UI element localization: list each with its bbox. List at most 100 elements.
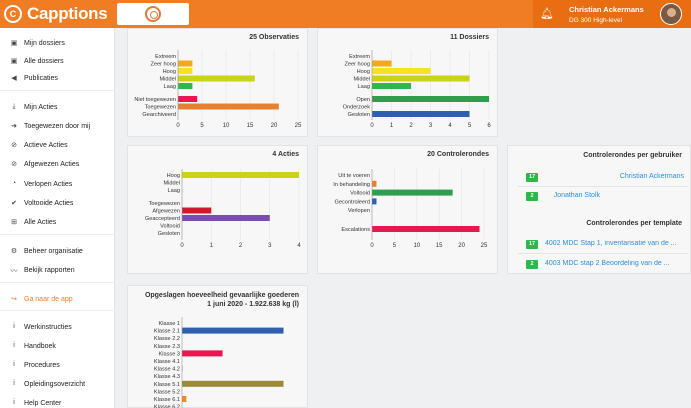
bar[interactable] <box>372 189 453 196</box>
avatar[interactable] <box>660 3 682 25</box>
sidebar-item-label: Alle Acties <box>24 219 57 226</box>
sidebar-item-label: Werkinstructies <box>24 324 72 331</box>
table-row[interactable]: 2 4003 MDC stap 2 Beoordeling van de ... <box>526 259 686 271</box>
observaties-card: 25 Observaties 0 5 10 15 20 25 Extreem Zeer hoo… <box>127 28 308 137</box>
bar[interactable] <box>182 396 187 402</box>
sidebar-item-verlopen-acties[interactable]: ◔ Verlopen Acties <box>0 177 115 193</box>
sidebar-item-publicaties[interactable]: ◀ Publicaties <box>0 71 115 87</box>
bar[interactable] <box>372 226 480 232</box>
sidebar-divider <box>0 234 115 235</box>
tick-label: 1 <box>390 123 394 129</box>
user-link[interactable]: Jonathan Stolk <box>553 192 600 199</box>
sidebar-item-alle-dossiers[interactable]: ▣ Alle dossiers <box>0 54 115 70</box>
category-label: Verlopen <box>348 208 370 214</box>
row-divider <box>518 186 688 187</box>
dossiers-card: 11 Dossiers 0 1 2 3 4 5 6 Extreem Zeer hoog Hoog M… <box>317 28 498 137</box>
tick-label: 0 <box>370 243 374 249</box>
tick-label: 5 <box>200 123 204 129</box>
tick-label: 25 <box>481 243 488 249</box>
category-label: Geaccepteerd <box>145 216 180 222</box>
count-badge: 17 <box>526 173 538 182</box>
bar[interactable] <box>372 75 470 82</box>
bar[interactable] <box>178 83 193 89</box>
bar[interactable] <box>178 68 193 74</box>
sidebar-item-voltooide-acties[interactable]: ✔ Voltooide Acties <box>0 196 115 212</box>
bar[interactable] <box>372 198 377 205</box>
brand-name[interactable]: Capptions <box>27 4 108 23</box>
user-link[interactable]: Christian Ackermans <box>619 173 684 180</box>
sidebar-item-bekijk-rapporten[interactable]: 〰 Bekijk rapporten <box>0 263 115 279</box>
sidebar-item-ga-naar-de-app[interactable]: ↪ Ga naar de app <box>0 292 115 308</box>
sidebar-item-label: Bekijk rapporten <box>24 267 75 274</box>
tick-label: 2 <box>409 123 413 129</box>
sidebar-item-werkinstructies[interactable]: i Werkinstructies <box>0 320 115 336</box>
template-link[interactable]: 4002 MDC Stap 1, inventarisatie van de .… <box>545 240 677 247</box>
sidebar-item-help-center[interactable]: i Help Center <box>0 396 115 408</box>
table-row[interactable]: 17 Christian Ackermans <box>526 172 684 184</box>
sidebar-item-label: Ga naar de app <box>24 296 73 303</box>
sidebar-item-label: Mijn Acties <box>24 104 58 111</box>
tick-label: 3 <box>429 123 433 129</box>
category-label: In behandeling <box>333 182 370 188</box>
bar[interactable] <box>372 180 377 187</box>
category-label: Hoog <box>167 173 180 179</box>
table-row[interactable]: 17 4002 MDC Stap 1, inventarisatie van d… <box>526 239 686 251</box>
bell-icon[interactable]: 🔔︎ <box>540 8 554 20</box>
sidebar-divider <box>0 310 115 311</box>
sidebar-item-label: Handboek <box>24 343 56 350</box>
bar[interactable] <box>182 207 212 214</box>
tick-label: 6 <box>487 123 491 129</box>
tick-label: 15 <box>247 123 254 129</box>
bar[interactable] <box>182 172 299 178</box>
category-label: Klasse 2.1 <box>154 329 180 335</box>
category-label: Niet toegewezen <box>134 97 176 103</box>
bar[interactable] <box>372 83 411 89</box>
category-label: Extreem <box>155 54 176 60</box>
bar[interactable] <box>182 327 284 334</box>
bar[interactable] <box>372 68 431 74</box>
briefcase-icon: ▣ <box>10 40 18 47</box>
bar[interactable] <box>372 111 470 117</box>
tick-label: 4 <box>297 243 301 249</box>
sidebar-item-procedures[interactable]: i Procedures <box>0 358 115 374</box>
sidebar-item-opleidingsoverzicht[interactable]: i Opleidingsoverzicht <box>0 377 115 393</box>
sidebar-item-toegewezen-door-mij[interactable]: ➜ Toegewezen door mij <box>0 119 115 135</box>
capptions-logo-icon[interactable]: C <box>4 5 22 23</box>
bar[interactable] <box>182 215 270 221</box>
per-user-title: Controlerondes per gebruiker <box>583 152 682 159</box>
bar[interactable] <box>182 350 223 357</box>
bar[interactable] <box>372 60 392 67</box>
gevaarlijke-goederen-card: Opgeslagen hoeveelheid gevaarlijke goede… <box>127 285 308 408</box>
client-logo <box>117 3 189 25</box>
category-label: Afgewezen <box>152 209 180 215</box>
sidebar-item-label: Alle dossiers <box>24 58 64 65</box>
controlerondes-card: 20 Controlerondes 0 5 10 15 20 25 Uit te voere… <box>317 145 498 274</box>
category-label: Klasse 4.2 <box>154 367 180 373</box>
bar[interactable] <box>182 380 284 387</box>
count-badge: 17 <box>526 240 538 249</box>
bar[interactable] <box>372 96 489 102</box>
sidebar-item-mijn-acties[interactable]: ⤓ Mijn Acties <box>0 100 115 116</box>
table-row[interactable]: 2 Jonathan Stolk <box>526 191 684 203</box>
sidebar-item-handboek[interactable]: i Handboek <box>0 339 115 355</box>
acties-title: 4 Acties <box>272 151 299 158</box>
user-name[interactable]: Christian Ackermans <box>569 5 644 14</box>
bar[interactable] <box>178 103 279 110</box>
bar[interactable] <box>178 75 255 82</box>
sidebar-item-afgewezen-acties[interactable]: ⊘ Afgewezen Acties <box>0 157 115 173</box>
tick-label: 0 <box>176 123 180 129</box>
sidebar-item-beheer-organisatie[interactable]: ⚙ Beheer organisatie <box>0 244 115 260</box>
sidebar-item-actieve-acties[interactable]: ⊘ Actieve Acties <box>0 138 115 154</box>
sidebar-divider <box>0 90 115 91</box>
sidebar <box>0 28 115 408</box>
bar[interactable] <box>178 60 193 67</box>
template-link[interactable]: 4003 MDC stap 2 Beoordeling van de ... <box>545 260 670 267</box>
sidebar-item-mijn-dossiers[interactable]: ▣ Mijn dossiers <box>0 36 115 52</box>
sidebar-item-label: Publicaties <box>24 75 58 82</box>
tick-label: 3 <box>268 243 272 249</box>
sidebar-item-alle-acties[interactable]: ⊞ Alle Acties <box>0 215 115 231</box>
bar[interactable] <box>178 96 198 102</box>
sidebar-item-label: Help Center <box>24 400 62 407</box>
tick-label: 20 <box>271 123 278 129</box>
